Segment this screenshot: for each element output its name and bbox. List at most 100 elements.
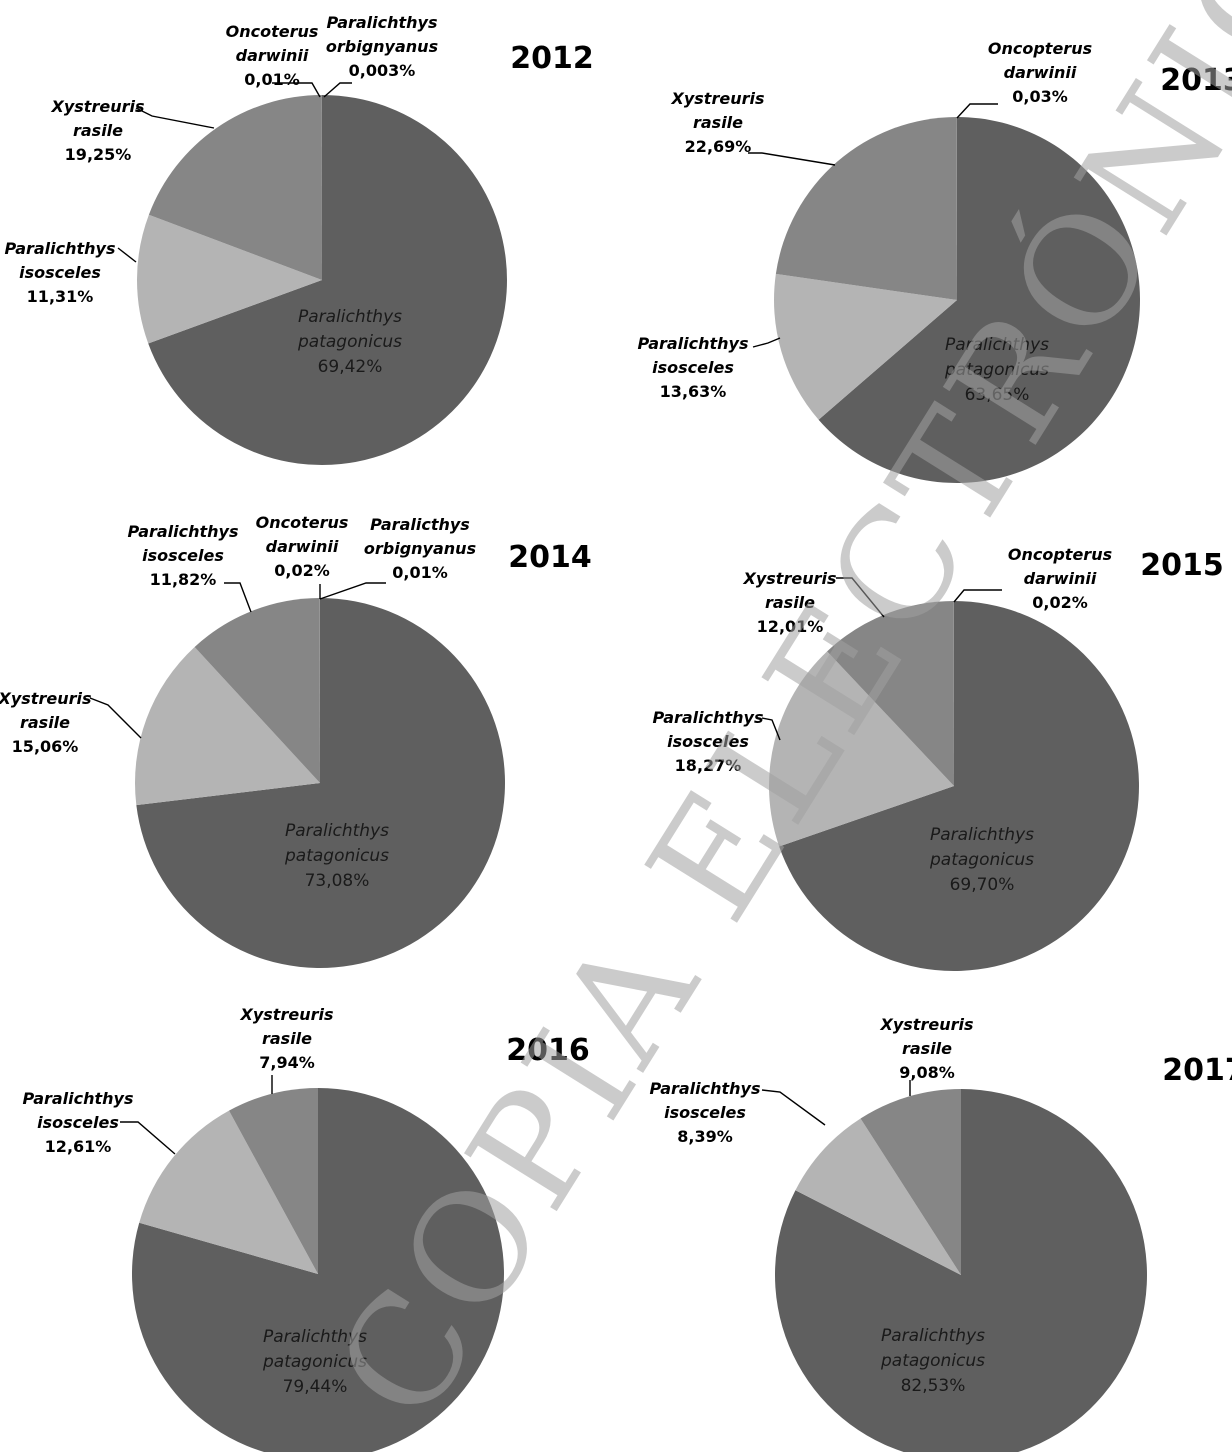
slice-label: Paralichthys patagonicus 82,53%: [880, 1326, 985, 1396]
slice-value-label: 19,25%: [65, 145, 132, 164]
chart-title: 2014: [508, 540, 592, 575]
slice-value-label: 73,08%: [305, 871, 370, 891]
slice-value-label: 0,01%: [392, 563, 448, 582]
slice-name: darwinii: [236, 46, 309, 65]
leader-line: [953, 589, 1002, 603]
pie-chart-2014: Paralichthys patagonicus 73,08% Xystreuris r…: [0, 513, 592, 968]
slice-value-label: 8,39%: [677, 1127, 733, 1146]
slice-value-label: 0,003%: [349, 61, 416, 80]
slice-name: Xystreuris: [51, 97, 145, 116]
slice-label: Paralichthys isosceles 13,63%: [637, 334, 781, 401]
slice-value-label: 0,03%: [1012, 87, 1068, 106]
slice-name: Paralichthys: [263, 1327, 367, 1347]
slice-label: Paralichthys isosceles 11,31%: [4, 239, 137, 306]
slice-name: patagonicus: [284, 846, 389, 866]
pie-slice: [139, 1110, 318, 1274]
slice-name: patagonicus: [929, 850, 1034, 870]
slice-value-label: 69,42%: [318, 357, 383, 377]
pie-slice: [860, 1089, 961, 1275]
slice-label: Paralichthys patagonicus 79,44%: [262, 1327, 367, 1397]
slice-name: patagonicus: [880, 1351, 985, 1371]
slice-label: Paralicthys orbignyanus 0,01%: [319, 515, 476, 600]
leader-line: [761, 717, 781, 741]
leader-line: [323, 82, 352, 98]
slice-name: rasile: [262, 1029, 312, 1048]
slice-name: patagonicus: [944, 360, 1049, 380]
pie-slice: [774, 273, 957, 420]
slice-value-label: 0,02%: [274, 561, 330, 580]
pie-slice: [148, 95, 322, 280]
leader-line: [135, 107, 215, 129]
slice-label: Oncoterus darwinii 0,02%: [256, 513, 348, 599]
slice-name: orbignyanus: [364, 539, 476, 558]
slice-name: darwinii: [266, 537, 339, 556]
slice-label: Paralichthys patagonicus 63,65%: [944, 335, 1049, 405]
slice-name: Paralichthys: [649, 1079, 760, 1098]
slice-value-label: 11,31%: [27, 287, 94, 306]
slice-name: Oncopterus: [1008, 545, 1112, 564]
slice-label: Oncopterus darwinii 0,03%: [956, 39, 1092, 119]
slice-name: Paralichthys: [652, 708, 763, 727]
slice-name: rasile: [20, 713, 70, 732]
slice-name: rasile: [902, 1039, 952, 1058]
pie-slice: [827, 601, 954, 786]
slice-name: Xystreuris: [743, 569, 837, 588]
slice-value-label: 0,02%: [1032, 593, 1088, 612]
slice-label: Xystreuris rasile 9,08%: [880, 1015, 973, 1096]
slice-name: Paralichthys: [945, 335, 1049, 355]
slice-label: Xystreuris rasile 15,06%: [0, 689, 142, 756]
pie-slice: [775, 117, 957, 300]
slice-label: Paralichthys patagonicus 69,42%: [297, 307, 402, 377]
slice-name: Xystreuris: [0, 689, 91, 708]
slice-name: isosceles: [19, 263, 101, 282]
pie-chart-2015: Paralichthyspatagonicus69,70%Paralichthy…: [652, 545, 1224, 971]
slice-label: Xystreuris rasile 12,01%: [743, 569, 885, 636]
slice-name: isosceles: [652, 358, 734, 377]
chart-title: 2015: [1140, 548, 1224, 583]
pie-chart-2012: Paralichthyspatagonicus69,42%Paralichthy…: [4, 13, 594, 465]
chart-title: 2017: [1162, 1053, 1232, 1088]
chart-title: 2013: [1160, 63, 1232, 98]
slice-label: Paralichthys patagonicus 69,70%: [929, 825, 1034, 895]
slice-value-label: 82,53%: [901, 1376, 966, 1396]
slice-value-label: 12,61%: [45, 1137, 112, 1156]
pie-slice: [132, 1088, 504, 1452]
slice-value-label: 22,69%: [685, 137, 752, 156]
slice-label: Paralichthys orbignyanus 0,003%: [323, 13, 438, 98]
pie-chart-2017: Paralichthyspatagonicus82,53%Paralichthy…: [649, 1015, 1232, 1452]
pie-slice: [136, 214, 322, 344]
slice-label: Paralichthys isosceles 12,61%: [22, 1089, 176, 1156]
slice-value-label: 0,01%: [244, 70, 300, 89]
pie-slice: [779, 601, 1139, 971]
slice-name: Paralichthys: [881, 1326, 985, 1346]
slice-name: Paralicthys: [370, 515, 470, 534]
slice-name: orbignyanus: [326, 37, 438, 56]
pie-slice: [795, 1118, 961, 1275]
slice-name: Paralichthys: [4, 239, 115, 258]
pie-slice: [194, 598, 320, 783]
pie-slice: [775, 1089, 1147, 1452]
leader-line: [956, 103, 998, 119]
slice-name: patagonicus: [297, 332, 402, 352]
slice-label: Oncoterus darwinii 0,01%: [226, 22, 321, 98]
slice-name: Paralichthys: [930, 825, 1034, 845]
slice-name: isosceles: [37, 1113, 119, 1132]
slice-name: Paralichthys: [127, 522, 238, 541]
slice-name: Xystreuris: [671, 89, 765, 108]
slice-name: rasile: [73, 121, 123, 140]
slice-name: darwinii: [1004, 63, 1077, 82]
slice-value-label: 63,65%: [965, 385, 1030, 405]
slice-label: Paralichthys isosceles 8,39%: [649, 1079, 826, 1146]
leader-line: [836, 577, 885, 618]
leader-line: [272, 82, 321, 98]
slice-value-label: 13,63%: [660, 382, 727, 401]
leader-line: [224, 582, 252, 613]
slice-name: Paralichthys: [298, 307, 402, 327]
slice-label: Xystreuris rasile 7,94%: [240, 1005, 333, 1094]
pie-slice: [136, 598, 506, 968]
slice-name: Paralichthys: [326, 13, 437, 32]
leader-line: [761, 1089, 826, 1126]
slice-label: Xystreuris rasile 22,69%: [671, 89, 836, 166]
charts-layer: Paralichthyspatagonicus69,42%Paralichthy…: [0, 13, 1232, 1452]
